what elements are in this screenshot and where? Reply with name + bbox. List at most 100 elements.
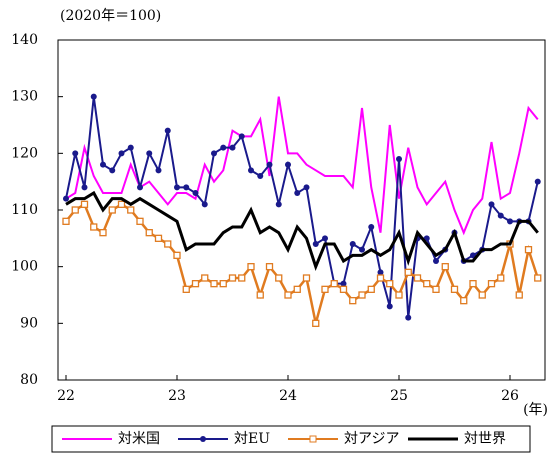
point (109, 167, 116, 174)
point (312, 241, 319, 247)
point (146, 150, 153, 157)
point (90, 223, 98, 231)
point (191, 280, 200, 288)
legend-label: 対米国 (118, 431, 160, 447)
point (293, 285, 301, 293)
point (201, 201, 208, 208)
point (321, 285, 329, 293)
point (219, 280, 227, 288)
point (90, 93, 97, 100)
x-tick-label: 25 (390, 388, 408, 404)
point (376, 274, 385, 282)
y-tick-label: 80 (20, 372, 38, 388)
point (359, 246, 365, 253)
point (256, 291, 264, 299)
point (164, 127, 171, 134)
point (441, 263, 449, 271)
point (173, 251, 181, 259)
point (377, 269, 384, 276)
point (507, 218, 513, 225)
y-tick-label: 100 (11, 259, 38, 275)
point (136, 217, 144, 225)
point (265, 263, 274, 271)
point (220, 144, 227, 151)
legend-marker (200, 436, 206, 442)
point (182, 285, 190, 293)
point (368, 224, 375, 230)
point (404, 268, 412, 276)
point (432, 285, 440, 293)
point (423, 280, 431, 288)
legend-box (51, 425, 531, 453)
point (211, 150, 217, 157)
point (99, 229, 107, 237)
series-line (65, 202, 539, 324)
point (238, 133, 245, 140)
point (72, 150, 79, 157)
point (524, 246, 533, 254)
point (349, 241, 356, 247)
point (450, 285, 459, 293)
series-line (65, 190, 539, 272)
y-tick-label: 130 (11, 89, 38, 105)
point (469, 280, 477, 288)
point (534, 178, 541, 185)
point (405, 314, 412, 321)
point (248, 167, 254, 174)
point (117, 200, 126, 208)
point (395, 291, 403, 299)
point (137, 184, 143, 191)
point (386, 303, 393, 310)
point (330, 280, 338, 288)
point (358, 291, 366, 299)
point (210, 280, 218, 288)
point (340, 280, 347, 287)
y-tick-label: 110 (11, 202, 38, 218)
point (145, 229, 153, 237)
x-tick-label: 23 (168, 388, 186, 404)
point (164, 240, 172, 248)
point (284, 291, 292, 299)
point (413, 274, 422, 282)
point (322, 235, 328, 242)
legend-marker (309, 435, 317, 443)
x-tick-label: 22 (57, 388, 75, 404)
point (367, 285, 375, 293)
series-line (65, 96, 539, 236)
point (228, 274, 237, 282)
point (247, 263, 255, 271)
y-tick-label: 140 (11, 32, 38, 48)
y-tick-label: 90 (20, 315, 38, 331)
point (339, 285, 348, 293)
point (294, 190, 301, 196)
point (183, 184, 190, 191)
point (302, 274, 311, 282)
point (81, 184, 88, 191)
legend-label: 対世界 (464, 431, 506, 447)
point (118, 150, 125, 157)
point (229, 144, 236, 151)
point (63, 195, 69, 202)
point (487, 280, 496, 288)
point (155, 167, 162, 174)
point (478, 291, 486, 299)
point (303, 184, 310, 191)
point (515, 291, 523, 299)
point (534, 274, 542, 282)
point (192, 190, 199, 196)
x-tick-label: 24 (279, 388, 297, 404)
y-tick-label: 120 (11, 145, 38, 161)
point (266, 161, 273, 168)
point (108, 206, 116, 214)
point (349, 297, 357, 305)
point (275, 201, 282, 208)
point (433, 258, 439, 264)
y-axis-label: (2020年＝100) (60, 8, 161, 24)
point (257, 173, 264, 179)
point (312, 319, 320, 327)
x-tick-label: 26 (501, 388, 519, 404)
legend-label: 対EU (234, 431, 270, 447)
point (285, 161, 291, 168)
point (80, 200, 89, 208)
